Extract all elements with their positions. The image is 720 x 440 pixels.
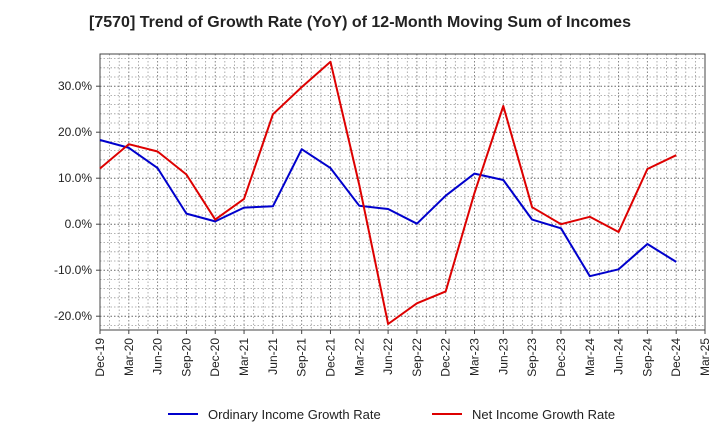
chart-title: [7570] Trend of Growth Rate (YoY) of 12-… [89,14,631,31]
y-tick-label: -20.0% [54,309,92,323]
x-tick-label: Sep-24 [640,338,654,377]
x-tick-label: Mar-23 [468,338,482,376]
x-tick-label: Dec-21 [323,338,337,377]
x-tick-label: Sep-22 [410,338,424,377]
x-tick-label: Mar-24 [583,338,597,376]
y-tick-label: 30.0% [58,79,92,93]
legend-label: Ordinary Income Growth Rate [208,407,381,422]
x-tick-label: Dec-24 [669,338,683,377]
x-tick-label: Dec-19 [93,338,107,377]
x-tick-label: Jun-22 [381,338,395,375]
x-tick-label: Mar-22 [352,338,366,376]
plot-frame [99,53,706,331]
legend-label: Net Income Growth Rate [472,407,615,422]
series-line-net-income [99,60,677,325]
x-tick-label: Mar-25 [698,338,712,376]
x-tick-label: Sep-23 [525,338,539,377]
x-tick-label: Jun-24 [612,338,626,375]
x-tick-label: Jun-20 [151,338,165,375]
x-tick-label: Mar-21 [237,338,251,376]
series-line-ordinary-income [99,139,677,278]
plot-area [100,54,705,330]
x-tick-label: Dec-22 [439,338,453,377]
x-tick-label: Sep-20 [179,338,193,377]
x-tick-label: Dec-23 [554,338,568,377]
y-tick-label: 0.0% [65,217,93,231]
x-tick-label: Mar-20 [122,338,136,376]
y-tick-label: 10.0% [58,171,92,185]
y-tick-label: -10.0% [54,263,92,277]
x-tick-label: Jun-23 [496,338,510,375]
x-tick-label: Dec-20 [208,338,222,377]
x-tick-label: Jun-21 [266,338,280,375]
y-tick-label: 20.0% [58,125,92,139]
x-tick-label: Sep-21 [295,338,309,377]
